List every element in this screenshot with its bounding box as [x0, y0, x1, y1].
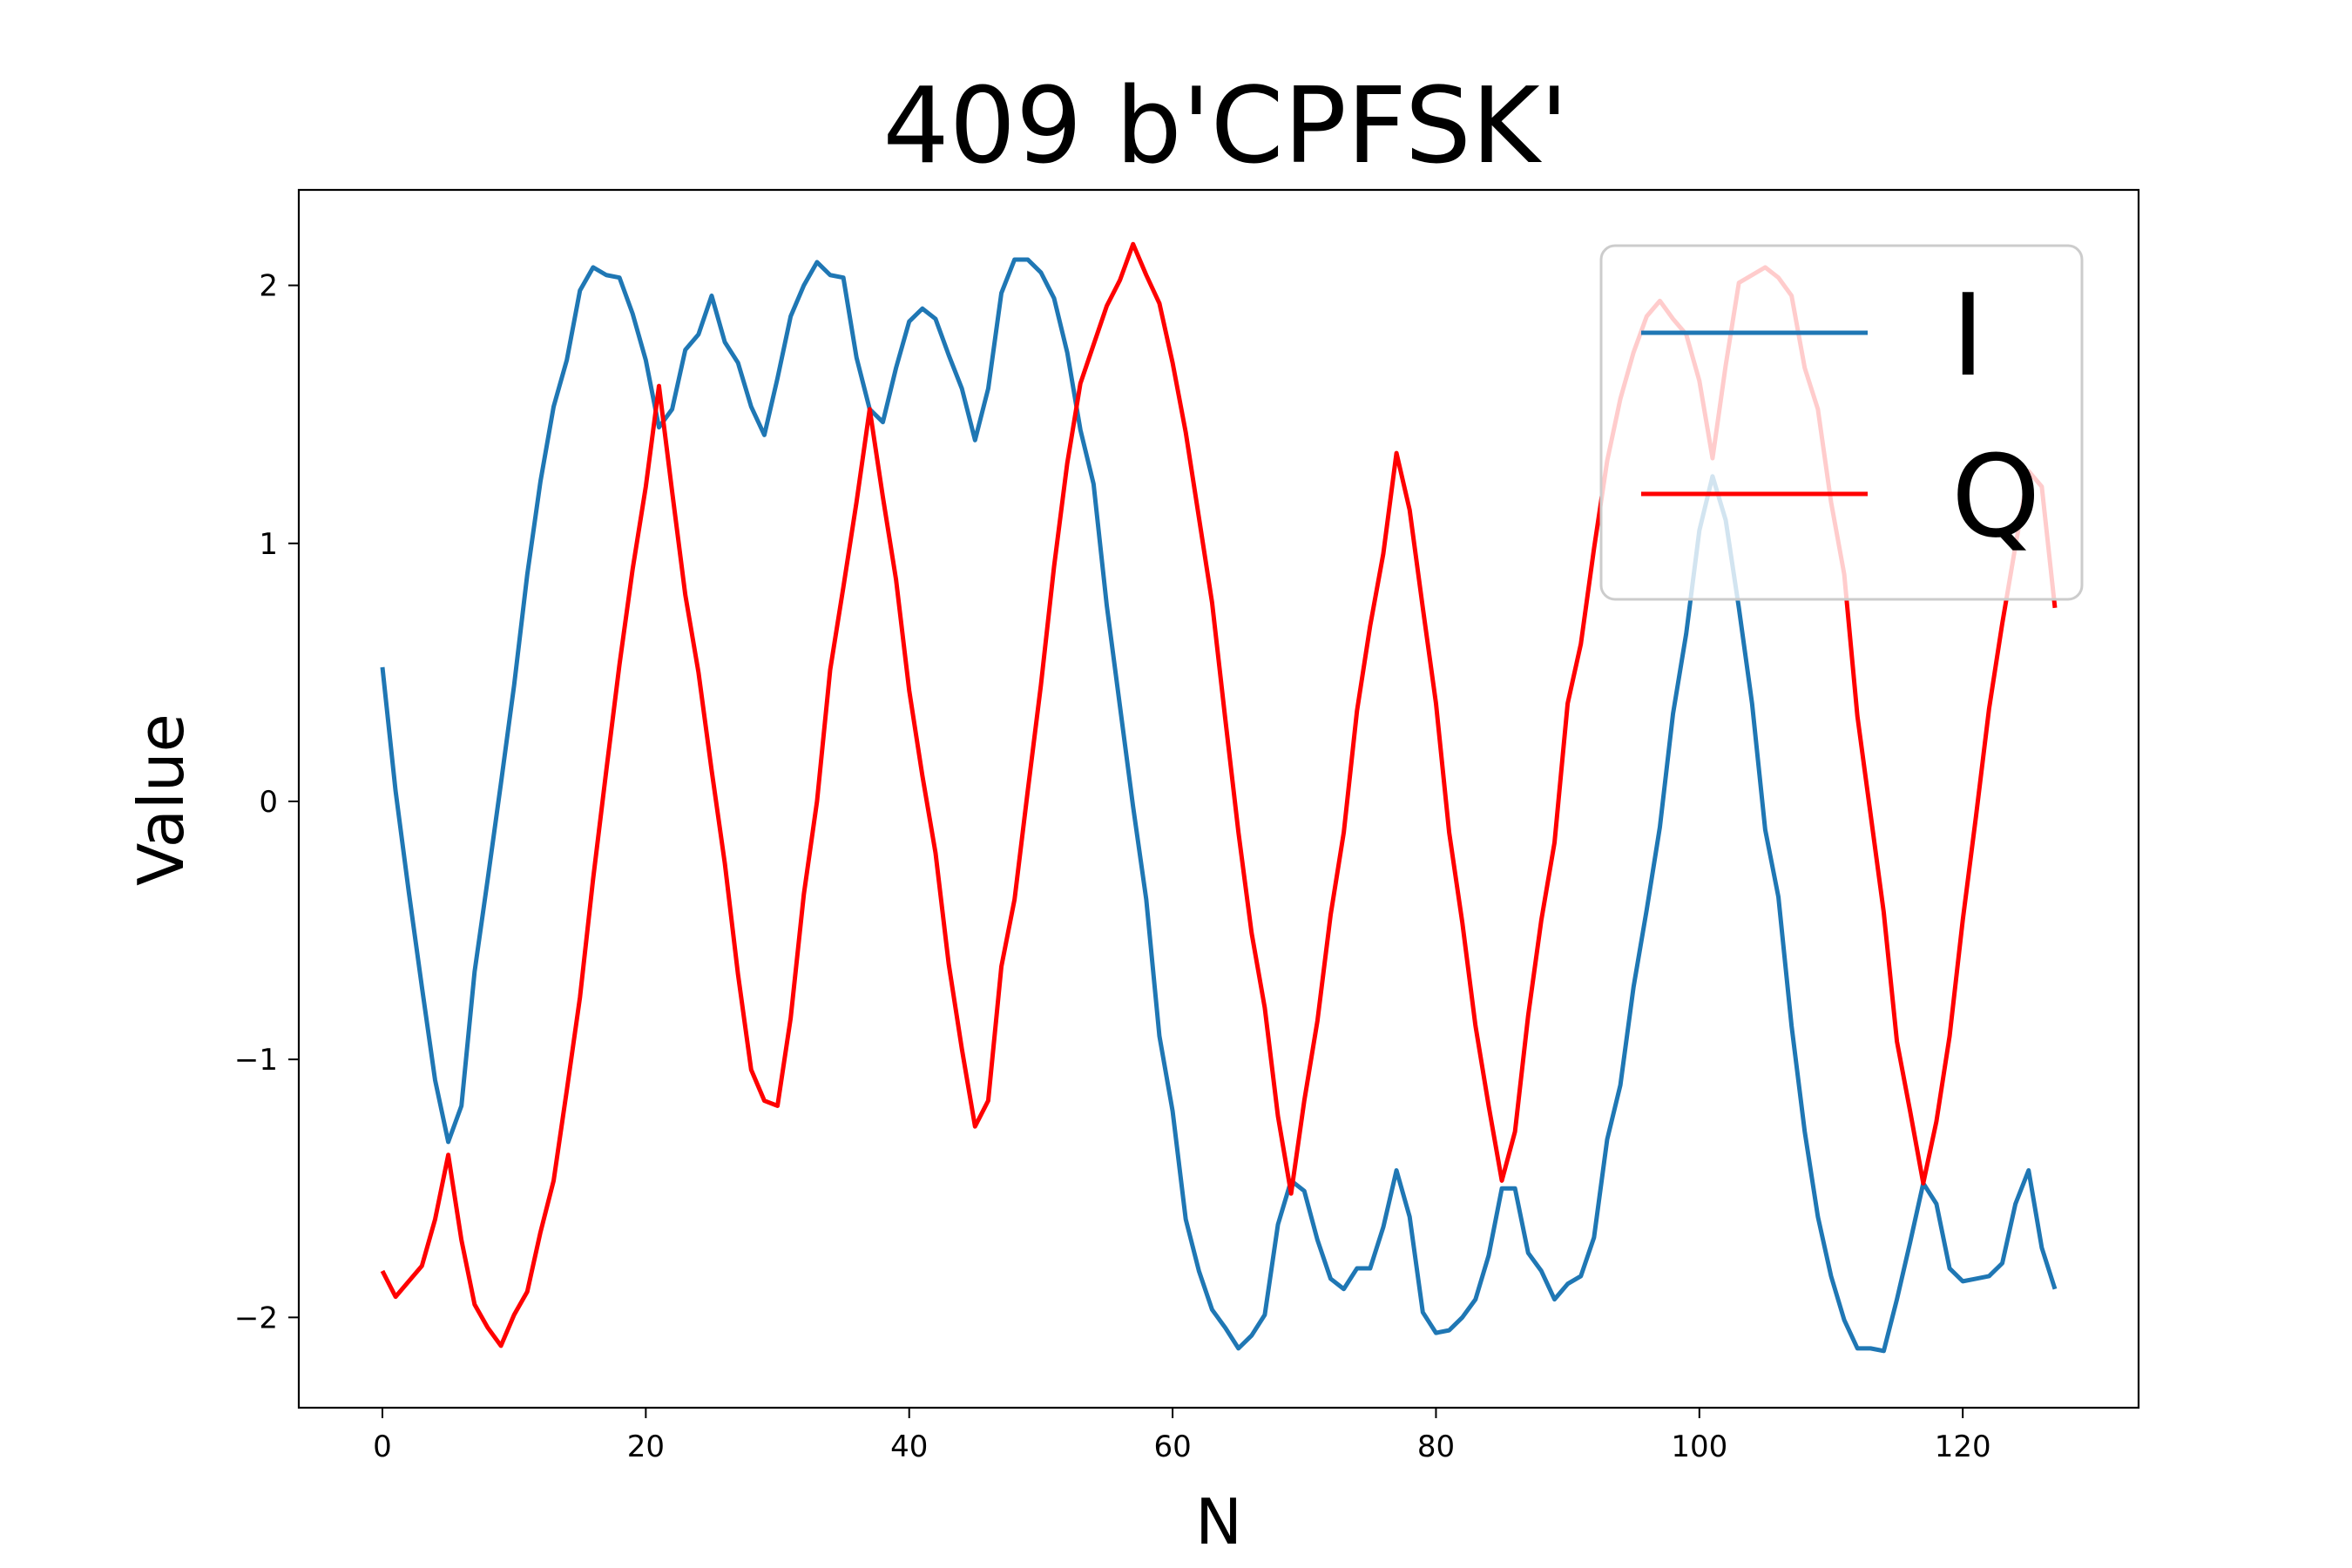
x-tick-label: 20: [627, 1429, 665, 1464]
y-axis-label: Value: [125, 713, 198, 886]
x-tick-label: 40: [890, 1429, 928, 1464]
x-tick-label: 0: [373, 1429, 392, 1464]
legend-label-i: I: [1951, 269, 1984, 402]
y-tick-label: −2: [234, 1301, 278, 1335]
x-tick-label: 100: [1671, 1429, 1727, 1464]
y-tick-label: 0: [259, 785, 278, 820]
y-tick-label: −1: [234, 1043, 278, 1078]
legend-label-q: Q: [1951, 430, 2040, 563]
x-tick-label: 60: [1153, 1429, 1191, 1464]
x-axis: 0 20 40 60 80 100 120: [373, 1408, 1991, 1464]
plot-frame: [297, 188, 2140, 1409]
legend: I Q: [1599, 244, 2084, 601]
x-axis-label: N: [1195, 1485, 1242, 1558]
x-tick-label: 80: [1417, 1429, 1455, 1464]
y-tick-label: 1: [259, 527, 278, 562]
y-axis: −2 −1 0 1 2: [234, 269, 299, 1335]
chart-title: 409 b'CPFSK': [882, 66, 1568, 187]
x-tick-label: 120: [1935, 1429, 1991, 1464]
y-tick-label: 2: [259, 269, 278, 304]
series-line-i: [380, 257, 2058, 1354]
